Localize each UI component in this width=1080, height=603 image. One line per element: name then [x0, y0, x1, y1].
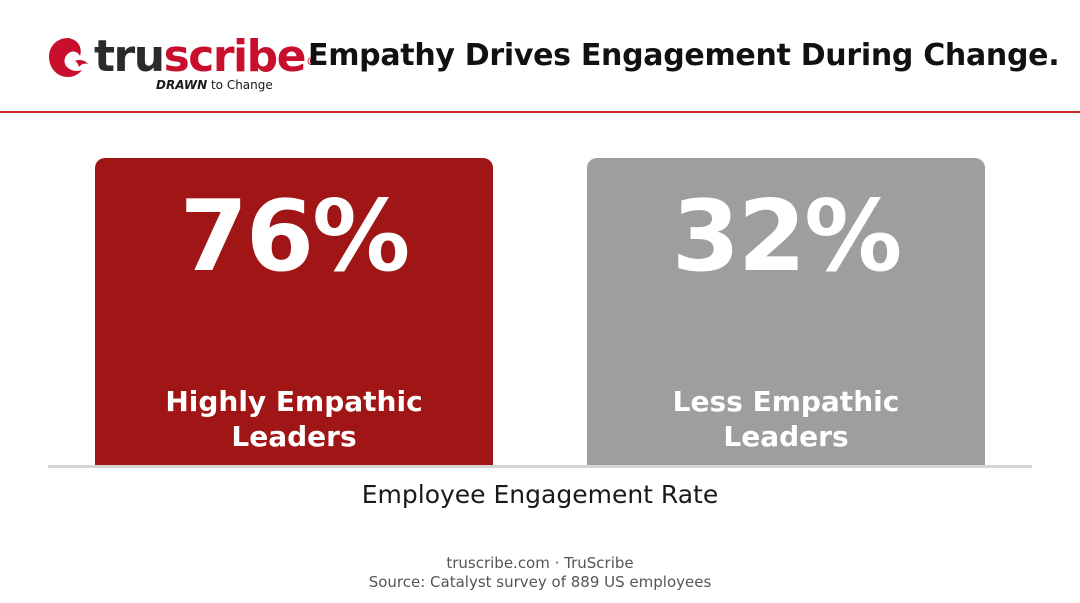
footer: truscribe.com · TruScribe Source: Cataly…	[0, 554, 1080, 592]
chart-baseline	[48, 465, 1032, 468]
bar-category-label-line: Less Empathic	[672, 385, 900, 418]
logo-tagline: DRAWN to Change	[156, 78, 273, 92]
bar-value-label: 76%	[179, 180, 411, 294]
brush-stroke-icon	[49, 38, 88, 77]
x-axis-label: Employee Engagement Rate	[361, 480, 719, 509]
bar-category-label: Less Empathic Leaders	[587, 384, 985, 454]
bar-category-label-line: Leaders	[231, 420, 357, 453]
footer-source: Source: Catalyst survey of 889 US employ…	[368, 573, 712, 591]
bar-value-label: 32%	[671, 180, 903, 294]
page-title: Empathy Drives Engagement During Change.	[308, 38, 1060, 73]
bar-category-label-line: Leaders	[723, 420, 849, 453]
logo-text-tru: tru	[94, 31, 165, 82]
bar-category-label: Highly Empathic Leaders	[95, 384, 493, 454]
tagline-rest: to Change	[210, 78, 273, 92]
footer-site: truscribe.com · TruScribe	[446, 554, 634, 572]
bar-1: 76% Highly Empathic Leaders	[95, 158, 493, 466]
logo-text-scribe: scribe	[163, 31, 307, 82]
logo-wordmark: truscribe®	[94, 31, 317, 87]
registered-mark: ®	[305, 55, 317, 68]
truscribe-logo: truscribe® DRAWN to Change	[44, 20, 317, 98]
bar-2: 32% Less Empathic Leaders	[587, 158, 985, 466]
header-divider	[0, 111, 1080, 113]
tagline-strong: DRAWN	[156, 78, 208, 92]
header: truscribe® DRAWN to Change Empathy Drive…	[0, 0, 1080, 113]
bar-category-label-line: Highly Empathic	[165, 385, 423, 418]
